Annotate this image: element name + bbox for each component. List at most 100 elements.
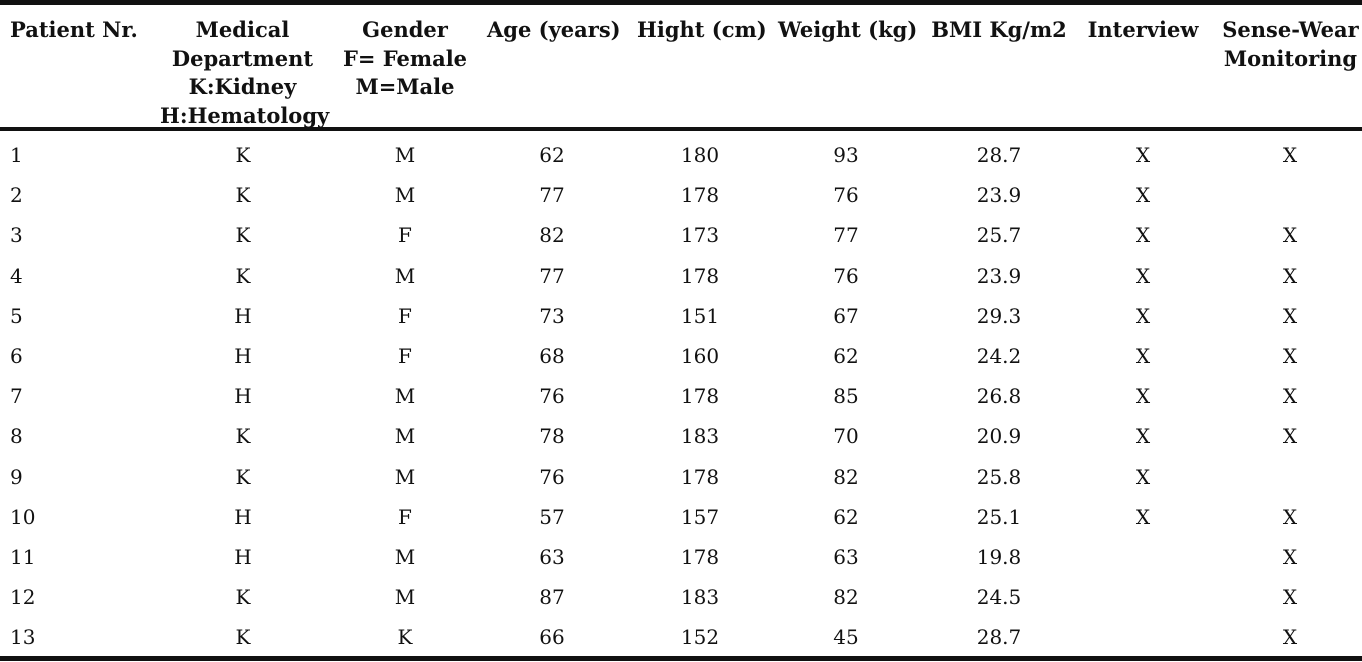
cell-sensewear: X: [1282, 143, 1298, 167]
cell-patient: 1: [10, 143, 23, 167]
cell-interview: X: [1135, 384, 1151, 409]
cell-height: 178: [680, 384, 720, 409]
column-header-line: Sense-Wear: [1222, 17, 1359, 42]
cell-department: K: [235, 585, 251, 610]
cell-weight: 76: [833, 263, 859, 288]
cell-gender: M: [394, 545, 416, 569]
cell-patient: 3: [10, 223, 23, 248]
column-header-line: K:Kidney: [188, 74, 297, 99]
column-header-weight: Weight (kg): [778, 16, 917, 45]
column-header-height: Hight (cm): [637, 16, 767, 45]
cell-gender: K: [397, 625, 413, 650]
cell-interview: X: [1135, 464, 1151, 489]
cell-height: 160: [680, 344, 720, 368]
cell-department: K: [235, 143, 251, 167]
column-header-line: Department: [171, 45, 314, 71]
table-row: 7 H M 76 178 85 26.8 X X: [0, 376, 1362, 416]
column-header-gender: Gender F= Female M=Male: [340, 16, 470, 102]
column-header-line: Gender: [362, 17, 448, 42]
table-row: 10 H F 57 157 62 25.1 X X: [0, 497, 1362, 537]
cell-weight: 67: [833, 303, 859, 328]
cell-height: 151: [680, 303, 720, 328]
cell-patient: 9: [10, 464, 23, 489]
cell-gender: M: [394, 143, 416, 167]
cell-weight: 76: [833, 183, 859, 208]
cell-age: 62: [539, 143, 565, 167]
cell-gender: F: [398, 303, 412, 328]
cell-interview: [1113, 577, 1173, 617]
cell-department: K: [235, 424, 251, 449]
cell-bmi: 23.9: [976, 183, 1022, 208]
cell-interview: X: [1135, 223, 1151, 248]
column-header-line: Monitoring: [1223, 45, 1358, 71]
cell-patient: 2: [10, 183, 23, 208]
cell-interview: X: [1135, 303, 1151, 328]
table-top-rule: [0, 0, 1362, 5]
cell-height: 152: [680, 625, 720, 650]
cell-height: 157: [680, 504, 720, 529]
cell-height: 173: [680, 223, 720, 248]
cell-sensewear: X: [1282, 263, 1298, 288]
cell-age: 66: [539, 625, 565, 650]
cell-weight: 82: [833, 585, 859, 610]
table-header-rule: [0, 127, 1362, 131]
cell-patient: 10: [10, 504, 36, 529]
cell-bmi: 25.7: [976, 223, 1022, 248]
cell-gender: F: [398, 223, 412, 248]
table-row: 6 H F 68 160 62 24.2 X X: [0, 336, 1362, 376]
table-row: 2 K M 77 178 76 23.9 X: [0, 175, 1362, 215]
column-header-line: Hight (cm): [637, 17, 767, 42]
cell-department: K: [235, 625, 251, 650]
cell-age: 73: [539, 303, 565, 328]
cell-department: K: [235, 464, 251, 489]
cell-gender: M: [394, 384, 416, 409]
column-header-line: Patient Nr.: [10, 17, 138, 42]
cell-age: 63: [539, 545, 565, 569]
cell-height: 180: [680, 143, 720, 167]
cell-interview: X: [1135, 424, 1151, 449]
cell-patient: 5: [10, 303, 23, 328]
table-row: 11 H M 63 178 63 19.8 X: [0, 537, 1362, 577]
cell-height: 183: [680, 424, 720, 449]
column-header-line: H:Hematology: [160, 102, 330, 128]
cell-weight: 85: [833, 384, 859, 409]
cell-department: H: [234, 384, 252, 409]
cell-gender: F: [398, 344, 412, 368]
cell-gender: M: [394, 464, 416, 489]
table-row: 3 K F 82 173 77 25.7 X X: [0, 215, 1362, 255]
cell-department: K: [235, 263, 251, 288]
cell-bmi: 25.1: [976, 504, 1022, 529]
cell-bmi: 26.8: [976, 384, 1022, 409]
table-row: 8 K M 78 183 70 20.9 X X: [0, 416, 1362, 456]
table-row: 9 K M 76 178 82 25.8 X: [0, 457, 1362, 497]
cell-department: K: [235, 183, 251, 208]
table-row: 13 K K 66 152 45 28.7 X: [0, 617, 1362, 657]
cell-weight: 63: [833, 545, 859, 569]
column-header-sensewear: Sense-Wear Monitoring: [1219, 16, 1362, 73]
column-header-line: F= Female: [342, 45, 468, 71]
cell-gender: M: [394, 183, 416, 208]
column-header-line: Age (years): [487, 17, 621, 42]
cell-bmi: 28.7: [976, 625, 1022, 650]
column-header-line: M=Male: [355, 74, 455, 99]
cell-department: H: [234, 545, 252, 569]
column-header-bmi: BMI Kg/m2: [930, 16, 1068, 45]
cell-age: 78: [539, 424, 565, 449]
cell-patient: 8: [10, 424, 23, 449]
cell-sensewear: X: [1282, 303, 1298, 328]
cell-gender: M: [394, 263, 416, 288]
cell-weight: 62: [833, 344, 859, 368]
cell-sensewear: X: [1282, 223, 1298, 248]
cell-age: 77: [539, 183, 565, 208]
cell-bmi: 23.9: [976, 263, 1022, 288]
cell-age: 87: [539, 585, 565, 610]
table-row: 12 K M 87 183 82 24.5 X: [0, 577, 1362, 617]
cell-age: 57: [539, 504, 565, 529]
cell-gender: M: [394, 424, 416, 449]
cell-weight: 45: [833, 625, 859, 650]
column-header-patient: Patient Nr.: [0, 16, 160, 45]
cell-patient: 11: [10, 545, 36, 569]
cell-sensewear: [1260, 175, 1320, 215]
cell-interview: X: [1135, 344, 1151, 368]
